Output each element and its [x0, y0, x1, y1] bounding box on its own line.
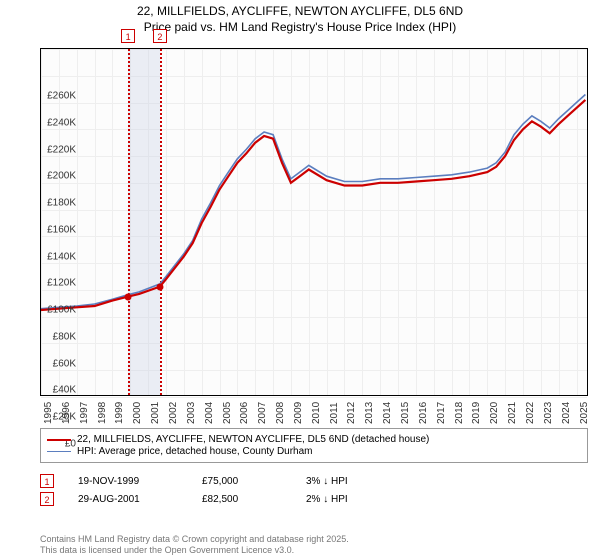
- legend-item: 22, MILLFIELDS, AYCLIFFE, NEWTON AYCLIFF…: [47, 434, 581, 445]
- copyright-line1: Contains HM Land Registry data © Crown c…: [40, 534, 349, 545]
- annotation-marker: 1: [40, 474, 54, 488]
- x-axis-label: 2008: [275, 402, 286, 424]
- legend-item: HPI: Average price, detached house, Coun…: [47, 446, 581, 457]
- annotation-delta: 3% ↓ HPI: [306, 476, 348, 487]
- x-axis-label: 2014: [382, 402, 393, 424]
- x-axis-label: 2018: [454, 402, 465, 424]
- x-axis-label: 1998: [97, 402, 108, 424]
- sale-marker-box: 1: [121, 29, 135, 43]
- x-axis-label: 2012: [346, 402, 357, 424]
- x-axis-label: 2016: [418, 402, 429, 424]
- y-axis-label: £160K: [47, 224, 76, 235]
- x-axis-label: 2017: [436, 402, 447, 424]
- x-axis-label: 2024: [561, 402, 572, 424]
- x-axis-label: 2013: [364, 402, 375, 424]
- x-axis-label: 2021: [507, 402, 518, 424]
- annotation-row: 1 19-NOV-1999 £75,000 3% ↓ HPI: [40, 474, 588, 488]
- annotation-price: £82,500: [202, 494, 282, 505]
- y-axis-label: £200K: [47, 171, 76, 182]
- y-axis-label: £260K: [47, 91, 76, 102]
- x-axis-label: 2005: [222, 402, 233, 424]
- y-axis-label: £60K: [53, 358, 76, 369]
- annotation-date: 19-NOV-1999: [78, 476, 178, 487]
- legend-swatch: [47, 451, 71, 452]
- sale-marker-box: 2: [153, 29, 167, 43]
- x-axis-label: 2002: [168, 402, 179, 424]
- x-axis-label: 1999: [114, 402, 125, 424]
- x-axis-label: 2001: [150, 402, 161, 424]
- y-axis-label: £40K: [53, 385, 76, 396]
- sale-annotations: 1 19-NOV-1999 £75,000 3% ↓ HPI 2 29-AUG-2001 £…: [40, 470, 588, 510]
- y-axis-label: £100K: [47, 305, 76, 316]
- x-axis-label: 2006: [239, 402, 250, 424]
- x-axis-label: 2009: [293, 402, 304, 424]
- x-axis-label: 2023: [543, 402, 554, 424]
- x-axis-label: 2020: [489, 402, 500, 424]
- legend-swatch: [47, 439, 71, 441]
- annotation-price: £75,000: [202, 476, 282, 487]
- chart-title: 22, MILLFIELDS, AYCLIFFE, NEWTON AYCLIFF…: [0, 0, 600, 35]
- x-axis-label: 2011: [329, 402, 340, 424]
- title-line1: 22, MILLFIELDS, AYCLIFFE, NEWTON AYCLIFF…: [0, 4, 600, 20]
- copyright-line2: This data is licensed under the Open Gov…: [40, 545, 349, 556]
- annotation-row: 2 29-AUG-2001 £82,500 2% ↓ HPI: [40, 492, 588, 506]
- x-axis-label: 2019: [471, 402, 482, 424]
- chart: 12 £0£20K£40K£60K£80K£100K£120K£140K£160…: [40, 48, 588, 418]
- y-axis-label: £220K: [47, 144, 76, 155]
- x-axis-label: 2007: [257, 402, 268, 424]
- series-line-price_paid: [41, 100, 585, 310]
- x-axis-label: 2004: [204, 402, 215, 424]
- x-axis-label: 2015: [400, 402, 411, 424]
- x-axis-label: 1997: [79, 402, 90, 424]
- series-line-hpi: [41, 95, 585, 309]
- x-axis-label: 1995: [43, 402, 54, 424]
- annotation-date: 29-AUG-2001: [78, 494, 178, 505]
- y-axis-label: £180K: [47, 198, 76, 209]
- y-axis-label: £80K: [53, 331, 76, 342]
- annotation-marker: 2: [40, 492, 54, 506]
- sale-dot: [125, 293, 132, 300]
- annotation-delta: 2% ↓ HPI: [306, 494, 348, 505]
- sale-dot: [156, 283, 163, 290]
- x-axis-label: 1996: [61, 402, 72, 424]
- y-axis-label: £240K: [47, 117, 76, 128]
- y-axis-label: £140K: [47, 251, 76, 262]
- legend-label: 22, MILLFIELDS, AYCLIFFE, NEWTON AYCLIFF…: [77, 434, 429, 445]
- x-axis-label: 2022: [525, 402, 536, 424]
- x-axis-label: 2000: [132, 402, 143, 424]
- x-axis-label: 2003: [186, 402, 197, 424]
- x-axis-label: 2010: [311, 402, 322, 424]
- y-axis-label: £120K: [47, 278, 76, 289]
- series-svg: [41, 49, 589, 397]
- x-axis-label: 2025: [579, 402, 590, 424]
- legend: 22, MILLFIELDS, AYCLIFFE, NEWTON AYCLIFF…: [40, 428, 588, 463]
- gridline-h: [41, 397, 587, 398]
- title-line2: Price paid vs. HM Land Registry's House …: [0, 20, 600, 36]
- legend-label: HPI: Average price, detached house, Coun…: [77, 446, 313, 457]
- plot-area: 12: [40, 48, 588, 396]
- copyright: Contains HM Land Registry data © Crown c…: [40, 534, 349, 556]
